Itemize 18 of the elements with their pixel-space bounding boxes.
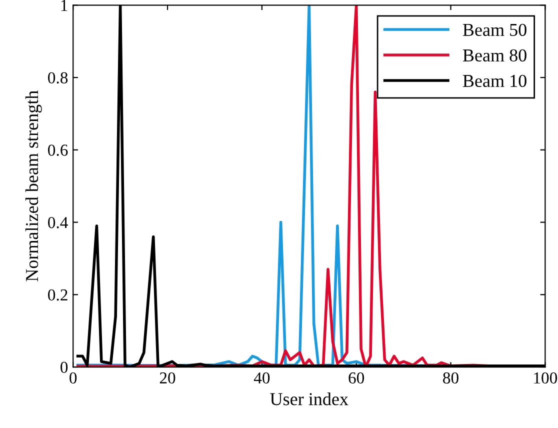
y-tick-label: 0.4 bbox=[48, 216, 68, 228]
legend-label: Beam 80 bbox=[462, 49, 526, 62]
x-tick-label: 60 bbox=[348, 372, 364, 384]
x-axis-title: User index bbox=[270, 392, 348, 406]
y-tick-label: 0.6 bbox=[48, 144, 68, 156]
legend-label: Beam 50 bbox=[462, 24, 526, 36]
line-series bbox=[76, 5, 546, 368]
y-tick-label: 0.8 bbox=[48, 72, 68, 84]
x-tick-label: 0 bbox=[70, 372, 77, 384]
x-tick-label: 80 bbox=[443, 372, 458, 384]
x-tick-label: 100 bbox=[534, 372, 558, 384]
y-tick-label: 0 bbox=[60, 362, 68, 373]
y-tick-label: 1 bbox=[61, 0, 68, 11]
x-tick-label: 40 bbox=[254, 372, 270, 384]
y-tick-label: 0.2 bbox=[48, 289, 68, 301]
legend-label: Beam 10 bbox=[462, 74, 526, 88]
y-axis-title: Normalized beam strength bbox=[25, 90, 42, 282]
x-tick-label: 20 bbox=[160, 372, 176, 384]
